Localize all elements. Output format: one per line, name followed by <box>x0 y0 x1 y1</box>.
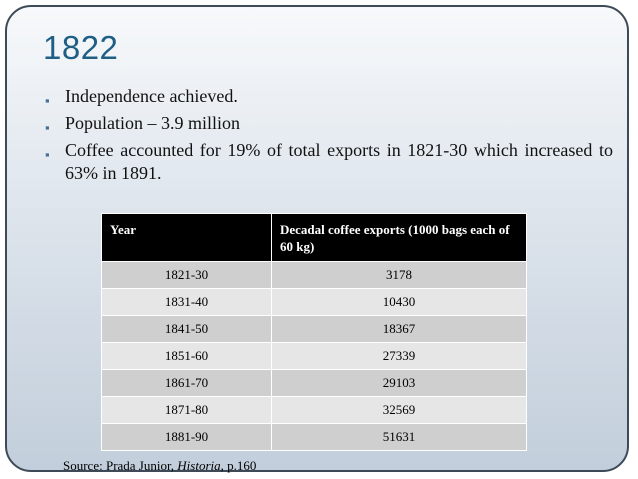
source-citation: Source: Prada Junior, Historia, p.160 <box>63 458 256 474</box>
table-cell-year: 1851-60 <box>101 342 272 370</box>
table-row: 1831-40 10430 <box>101 288 527 316</box>
bullet-list: ▪ Independence achieved. ▪ Population – … <box>43 85 613 189</box>
table-cell-exports: 3178 <box>271 261 527 289</box>
bullet-item: ▪ Independence achieved. <box>43 85 613 108</box>
source-suffix: , p.160 <box>220 458 257 473</box>
table-row: 1821-30 3178 <box>101 261 527 289</box>
table-cell-exports: 27339 <box>271 342 527 370</box>
bullet-text: Coffee accounted for 19% of total export… <box>65 140 613 183</box>
table-header-year: Year <box>101 213 272 262</box>
bullet-icon: ▪ <box>45 147 50 162</box>
bullet-text: Population – 3.9 million <box>65 113 241 133</box>
table-cell-year: 1881-90 <box>101 423 272 451</box>
table-row: 1861-70 29103 <box>101 369 527 397</box>
bullet-text: Independence achieved. <box>65 86 238 106</box>
bullet-item: ▪ Coffee accounted for 19% of total expo… <box>43 139 613 185</box>
table-row: 1841-50 18367 <box>101 315 527 343</box>
slide-title: 1822 <box>43 29 119 66</box>
bullet-icon: ▪ <box>45 120 50 135</box>
source-prefix: Source: Prada Junior, <box>63 458 178 473</box>
table-header-row: Year Decadal coffee exports (1000 bags e… <box>101 213 527 262</box>
table-cell-year: 1831-40 <box>101 288 272 316</box>
table-row: 1871-80 32569 <box>101 396 527 424</box>
table-cell-exports: 29103 <box>271 369 527 397</box>
table-cell-exports: 32569 <box>271 396 527 424</box>
bullet-icon: ▪ <box>45 93 50 108</box>
table-cell-year: 1841-50 <box>101 315 272 343</box>
table-cell-year: 1871-80 <box>101 396 272 424</box>
table-cell-exports: 10430 <box>271 288 527 316</box>
coffee-exports-table: Year Decadal coffee exports (1000 bags e… <box>101 213 527 451</box>
table-cell-exports: 51631 <box>271 423 527 451</box>
table-cell-year: 1821-30 <box>101 261 272 289</box>
table-header-exports: Decadal coffee exports (1000 bags each o… <box>271 213 527 262</box>
table-cell-exports: 18367 <box>271 315 527 343</box>
source-work-title: Historia <box>177 458 221 473</box>
table-row: 1851-60 27339 <box>101 342 527 370</box>
table-row: 1881-90 51631 <box>101 423 527 451</box>
table-cell-year: 1861-70 <box>101 369 272 397</box>
bullet-item: ▪ Population – 3.9 million <box>43 112 613 135</box>
